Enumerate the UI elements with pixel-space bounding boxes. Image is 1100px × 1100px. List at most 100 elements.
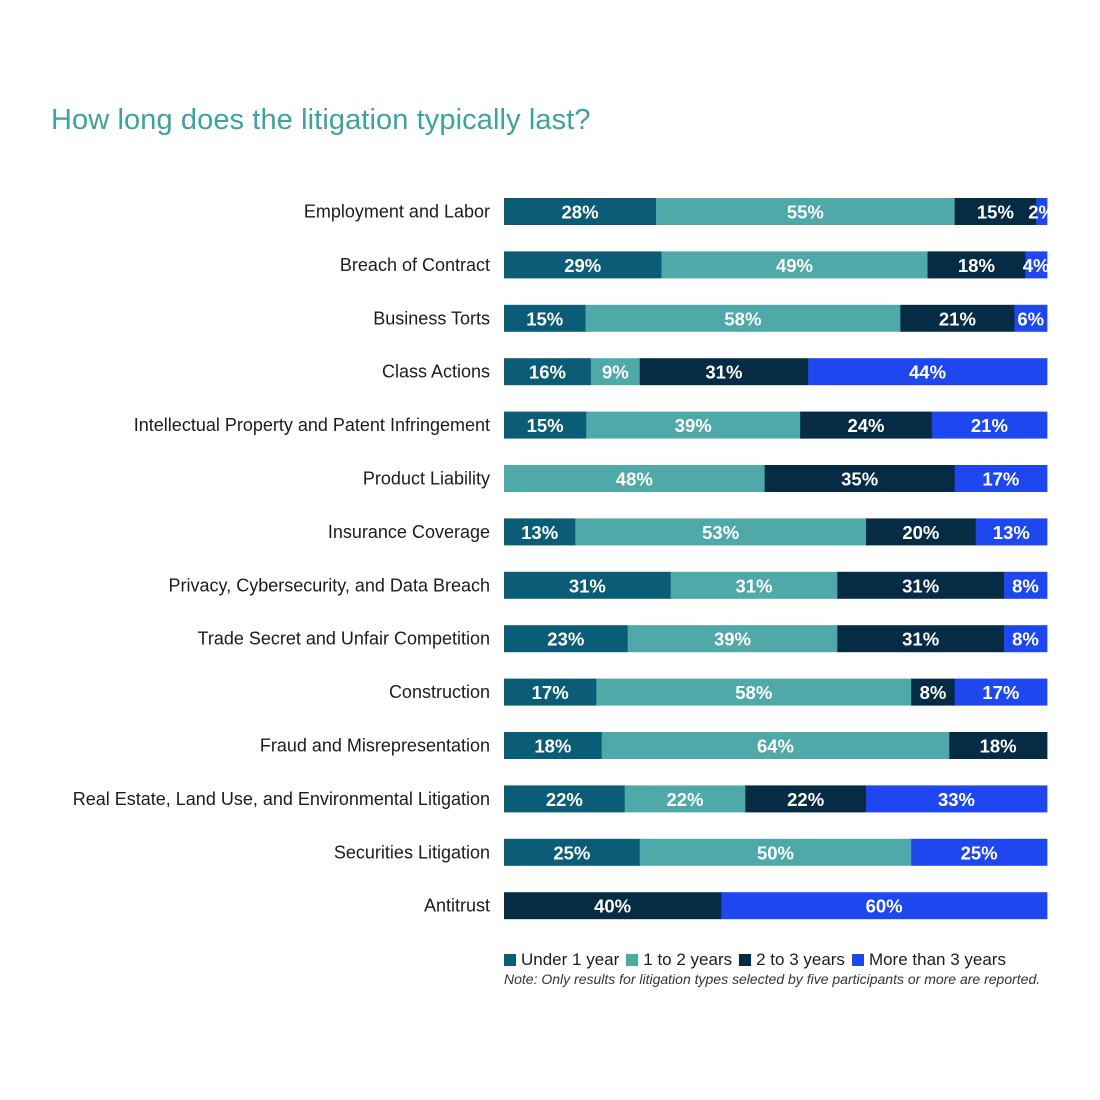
category-label-securities-litigation: Securities Litigation: [334, 842, 490, 862]
bar-segment-breach-of-contract-s0: [504, 251, 662, 279]
bar-segment-privacy-cybersecurity-and-data-breach-s0: [504, 571, 672, 599]
bar-segment-product-liability-s1: [504, 465, 766, 492]
bar-value-label: 18%: [980, 736, 1017, 757]
category-label-intellectual-property-and-patent-infringement: Intellectual Property and Patent Infring…: [134, 415, 490, 435]
legend-label: Under 1 year: [521, 950, 620, 969]
bar-segment-antitrust-s2: [504, 892, 722, 920]
chart-legend: Under 1 year 1 to 2 years 2 to 3 years M…: [504, 950, 1013, 970]
legend-item-1-to-2-years: 1 to 2 years: [626, 950, 732, 970]
legend-swatch: [739, 954, 752, 966]
bar-value-label: 18%: [534, 736, 571, 757]
bar-segment-privacy-cybersecurity-and-data-breach-s2: [837, 571, 1005, 599]
bar-value-label: 31%: [705, 362, 742, 383]
bar-value-label: 6%: [1017, 308, 1044, 329]
bar-segment-business-torts-s2: [900, 304, 1015, 332]
bar-value-label: 39%: [675, 415, 712, 436]
chart-note: Note: Only results for litigation types …: [504, 971, 1041, 987]
bar-segment-insurance-coverage-s0: [504, 518, 576, 546]
bar-value-label: 13%: [993, 522, 1030, 543]
legend-item-more-than-3-years: More than 3 years: [851, 950, 1006, 970]
category-label-employment-and-labor: Employment and Labor: [304, 202, 490, 222]
bar-segment-employment-and-labor-s2: [954, 198, 1037, 225]
bar-value-label: 15%: [526, 308, 563, 329]
bar-value-label: 25%: [553, 842, 590, 863]
bar-value-label: 17%: [532, 682, 569, 703]
bar-value-label: 64%: [757, 736, 794, 757]
bar-segment-trade-secret-and-unfair-competition-s3: [1003, 625, 1048, 653]
bar-segment-antitrust-s3: [721, 892, 1048, 920]
bar-segment-securities-litigation-s0: [504, 838, 641, 866]
category-label-fraud-and-misrepresentation: Fraud and Misrepresentation: [260, 736, 490, 756]
bar-segment-employment-and-labor-s1: [656, 198, 956, 225]
bar-segment-breach-of-contract-s2: [927, 251, 1026, 279]
category-label-business-torts: Business Torts: [373, 308, 490, 328]
bar-value-label: 28%: [562, 202, 599, 223]
bar-segment-class-actions-s0: [504, 358, 592, 386]
bar-value-label: 53%: [702, 522, 739, 543]
bar-segment-intellectual-property-and-patent-infringement-s2: [800, 411, 933, 439]
bar-segment-insurance-coverage-s1: [575, 518, 867, 546]
bar-segment-employment-and-labor-s0: [504, 198, 657, 225]
bar-segment-real-estate-land-use-and-environmental-litigation-s1: [624, 785, 746, 813]
chart-title: How long does the litigation typically l…: [51, 104, 591, 136]
legend-swatch: [626, 954, 639, 966]
bar-segment-business-torts-s0: [504, 304, 586, 332]
bar-value-label: 9%: [602, 362, 629, 383]
bar-value-label: 58%: [735, 682, 772, 703]
bar-value-label: 17%: [982, 682, 1019, 703]
bar-segment-class-actions-s1: [590, 358, 641, 386]
bar-segment-real-estate-land-use-and-environmental-litigation-s2: [745, 785, 867, 813]
category-label-privacy-cybersecurity-and-data-breach: Privacy, Cybersecurity, and Data Breach: [169, 575, 490, 595]
category-label-trade-secret-and-unfair-competition: Trade Secret and Unfair Competition: [198, 629, 490, 649]
bar-segment-privacy-cybersecurity-and-data-breach-s1: [670, 571, 838, 599]
bar-segment-trade-secret-and-unfair-competition-s1: [627, 625, 838, 653]
bar-value-label: 17%: [982, 469, 1019, 490]
bar-value-label: 58%: [724, 308, 761, 329]
bar-value-label: 22%: [666, 789, 703, 810]
bar-value-label: 16%: [529, 362, 566, 383]
bar-value-label: 15%: [977, 202, 1014, 223]
legend-swatch: [504, 954, 516, 966]
bar-value-label: 44%: [909, 362, 946, 383]
legend-label: More than 3 years: [868, 950, 1006, 969]
bar-value-label: 8%: [920, 682, 947, 703]
bar-segment-product-liability-s3: [954, 465, 1048, 492]
category-label-product-liability: Product Liability: [363, 469, 490, 489]
legend-item-under-1-year: Under 1 year: [504, 950, 619, 970]
bar-value-label: 31%: [569, 575, 606, 596]
bar-value-label: 49%: [776, 255, 813, 276]
bar-value-label: 8%: [1012, 629, 1039, 650]
category-label-real-estate-land-use-and-environmental-litigation: Real Estate, Land Use, and Environmental…: [73, 789, 490, 809]
bar-value-label: 40%: [594, 896, 631, 917]
bar-segment-securities-litigation-s1: [639, 838, 912, 866]
bar-value-label: 39%: [714, 629, 751, 650]
bar-segment-construction-s3: [954, 678, 1048, 706]
bar-segment-breach-of-contract-s3: [1025, 251, 1048, 279]
bar-segment-intellectual-property-and-patent-infringement-s1: [586, 411, 801, 439]
bar-segment-class-actions-s3: [808, 358, 1048, 386]
bar-segment-trade-secret-and-unfair-competition-s2: [837, 625, 1005, 653]
bar-value-label: 22%: [787, 789, 824, 810]
bar-value-label: 13%: [521, 522, 558, 543]
bar-segment-breach-of-contract-s1: [661, 251, 928, 279]
bar-value-label: 22%: [546, 789, 583, 810]
bar-segment-insurance-coverage-s3: [975, 518, 1048, 546]
bar-segment-fraud-and-misrepresentation-s0: [504, 732, 603, 759]
bar-value-label: 15%: [527, 415, 564, 436]
bar-value-label: 31%: [902, 575, 939, 596]
bar-value-label: 48%: [616, 469, 653, 490]
bar-segment-securities-litigation-s3: [911, 838, 1048, 866]
legend-label: 1 to 2 years: [643, 950, 733, 969]
bar-value-label: 60%: [866, 896, 903, 917]
bar-value-label: 35%: [841, 469, 878, 490]
bar-segment-intellectual-property-and-patent-infringement-s0: [504, 411, 587, 439]
bar-value-label: 25%: [961, 842, 998, 863]
bar-value-label: 50%: [757, 842, 794, 863]
category-label-breach-of-contract: Breach of Contract: [340, 255, 490, 275]
bar-value-label: 2%: [1028, 202, 1055, 223]
category-label-antitrust: Antitrust: [424, 896, 490, 916]
bar-value-label: 33%: [938, 789, 975, 810]
category-label-construction: Construction: [389, 682, 490, 702]
category-label-class-actions: Class Actions: [382, 362, 490, 382]
